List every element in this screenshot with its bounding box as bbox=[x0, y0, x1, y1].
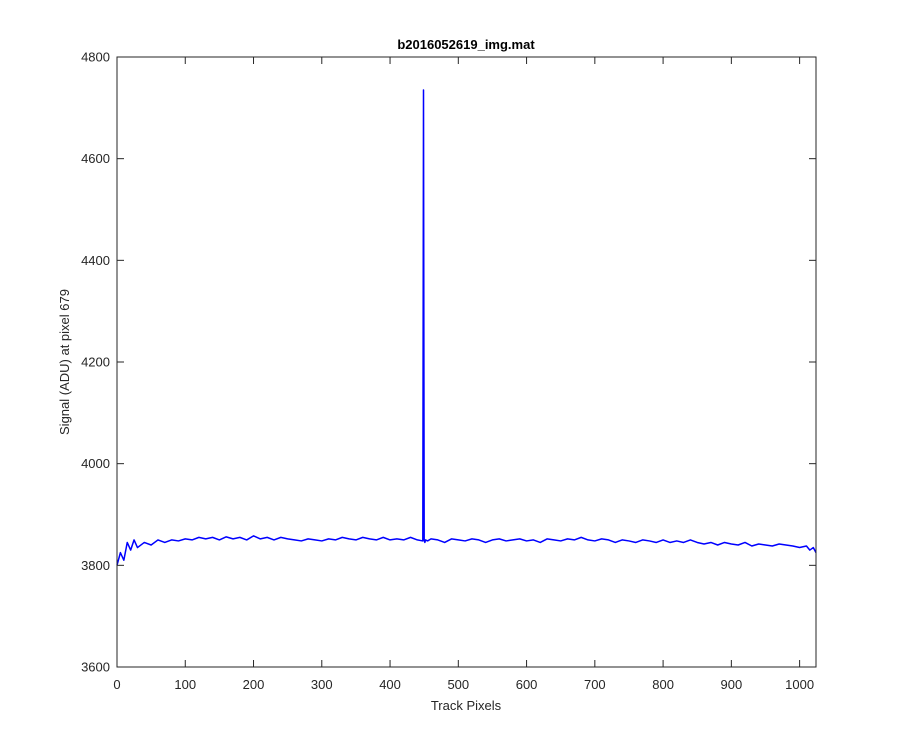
y-tick-label: 3800 bbox=[81, 558, 110, 573]
plot-area bbox=[117, 57, 816, 667]
y-axis-ticks: 3600 3800 4000 4200 4400 4600 4800 bbox=[81, 50, 816, 675]
x-tick-label: 0 bbox=[113, 677, 120, 692]
x-tick-label: 400 bbox=[379, 677, 401, 692]
y-tick-label: 4000 bbox=[81, 456, 110, 471]
x-tick-label: 1000 bbox=[785, 677, 814, 692]
y-axis-label: Signal (ADU) at pixel 679 bbox=[57, 289, 72, 435]
x-tick-label: 900 bbox=[721, 677, 743, 692]
x-axis-label: Track Pixels bbox=[431, 698, 502, 713]
y-tick-label: 4600 bbox=[81, 151, 110, 166]
y-tick-label: 3600 bbox=[81, 660, 110, 675]
x-tick-label: 100 bbox=[174, 677, 196, 692]
series-line-0 bbox=[116, 89, 817, 566]
y-tick-label: 4800 bbox=[81, 50, 110, 65]
x-tick-label: 700 bbox=[584, 677, 606, 692]
x-tick-label: 800 bbox=[652, 677, 674, 692]
x-tick-label: 200 bbox=[243, 677, 265, 692]
y-tick-label: 4400 bbox=[81, 253, 110, 268]
y-tick-label: 4200 bbox=[81, 355, 110, 370]
chart-title: b2016052619_img.mat bbox=[397, 37, 535, 52]
x-tick-label: 300 bbox=[311, 677, 333, 692]
x-tick-label: 600 bbox=[516, 677, 538, 692]
series-layer bbox=[116, 89, 817, 566]
x-axis-ticks: 0 100 200 300 400 500 600 700 800 900 1000 bbox=[113, 57, 814, 692]
x-tick-label: 500 bbox=[447, 677, 469, 692]
